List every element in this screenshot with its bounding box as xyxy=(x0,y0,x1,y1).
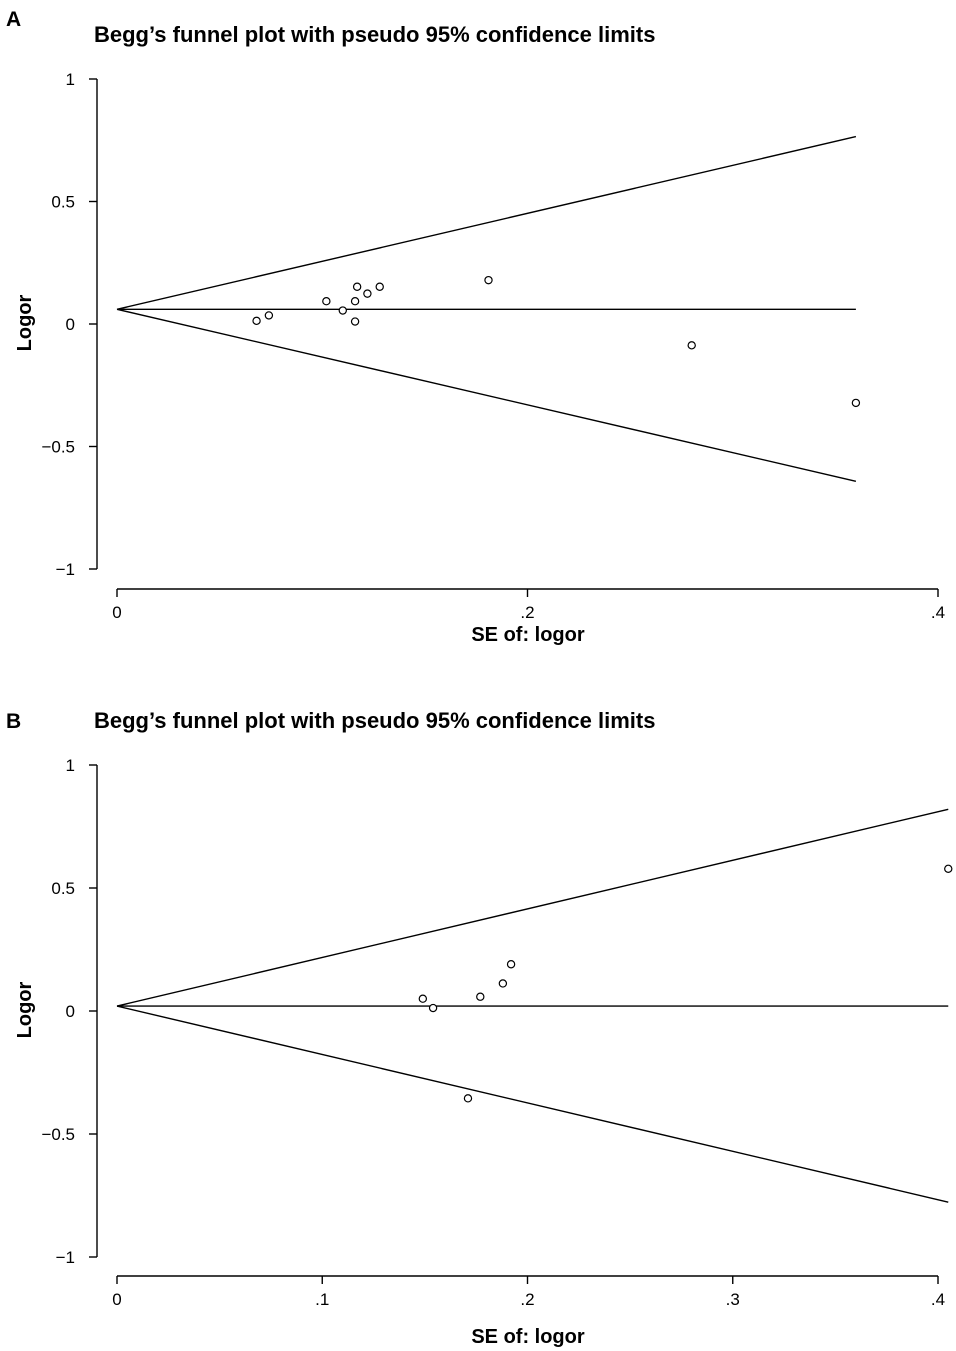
panel-a-study-point xyxy=(352,282,362,291)
panel-a-study-point xyxy=(338,306,347,315)
panel-b-y-axis-label: Logor xyxy=(14,981,36,1038)
panel-a-y-tick-label: 0.5 xyxy=(51,193,75,212)
panel-b-x-tick-label: .1 xyxy=(315,1290,329,1309)
panel-a-letter: A xyxy=(6,8,21,31)
panel-a-study-point xyxy=(687,341,696,350)
panel-a-y-axis-label: Logor xyxy=(14,294,36,351)
panel-b-upper-confidence-limit-line xyxy=(116,808,949,1007)
panel-b-study-point xyxy=(498,979,508,988)
panel-a-y-tick-label: 0 xyxy=(66,315,75,334)
panel-b-x-tick-label: .4 xyxy=(931,1290,945,1309)
panel-a-y-tick-label: 1 xyxy=(66,70,75,89)
panel-a-lower-confidence-limit-line xyxy=(116,308,857,482)
panel-a-y-tick-label: −1 xyxy=(56,560,75,579)
panel-b-study-point xyxy=(506,960,516,969)
panel-b-study-point xyxy=(428,1003,438,1013)
panel-a-x-tick-label: .2 xyxy=(520,603,534,622)
panel-a-study-point xyxy=(484,275,493,285)
panel-a-study-point xyxy=(851,398,861,408)
panel-b-x-tick-label: .3 xyxy=(726,1290,740,1309)
panel-a-title: Begg’s funnel plot with pseudo 95% confi… xyxy=(94,22,655,47)
panel-b-x-tick-label: 0 xyxy=(112,1290,121,1309)
panel-b-x-tick-label: .2 xyxy=(520,1290,534,1309)
panel-a-study-point xyxy=(322,297,331,306)
panel-b-y-tick-label: 0.5 xyxy=(51,879,75,898)
panel-a-y-tick-label: −0.5 xyxy=(41,438,75,457)
panel-a-x-axis-label: SE of: logor xyxy=(471,624,585,646)
panel-a-study-point xyxy=(264,311,274,320)
panel-b-y-tick-label: 1 xyxy=(66,756,75,775)
panel-b-study-point xyxy=(944,864,953,874)
panel-a-plot-area: 1 0.5 0 −0.5 −1 0 .2 .4 xyxy=(41,70,945,622)
panel-b-y-tick-label: 0 xyxy=(66,1002,75,1021)
panel-b-letter: B xyxy=(6,710,21,733)
panel-b-y-tick-label: −0.5 xyxy=(41,1125,75,1144)
panel-b-y-tick-label: −1 xyxy=(56,1248,75,1267)
panel-a-study-point xyxy=(350,317,360,326)
panel-b-title: Begg’s funnel plot with pseudo 95% confi… xyxy=(94,708,655,733)
panel-a-x-tick-label: 0 xyxy=(112,603,121,622)
panel-a-study-point xyxy=(375,282,384,291)
panel-b-study-point xyxy=(476,992,485,1001)
panel-b-plot-area: 1 0.5 0 −0.5 −1 0 .1 .2 .3 .4 xyxy=(41,756,953,1309)
panel-b-study-point xyxy=(418,994,428,1003)
panel-a-upper-confidence-limit-line xyxy=(116,135,857,310)
panel-a-study-point xyxy=(350,297,360,306)
panel-b-study-point xyxy=(463,1094,473,1103)
panel-b-lower-confidence-limit-line xyxy=(116,1005,949,1203)
panel-a-study-point xyxy=(363,289,372,298)
panel-b-x-axis-label: SE of: logor xyxy=(471,1326,585,1348)
panel-a-x-tick-label: .4 xyxy=(931,603,945,622)
panel-a-study-point xyxy=(252,316,261,326)
